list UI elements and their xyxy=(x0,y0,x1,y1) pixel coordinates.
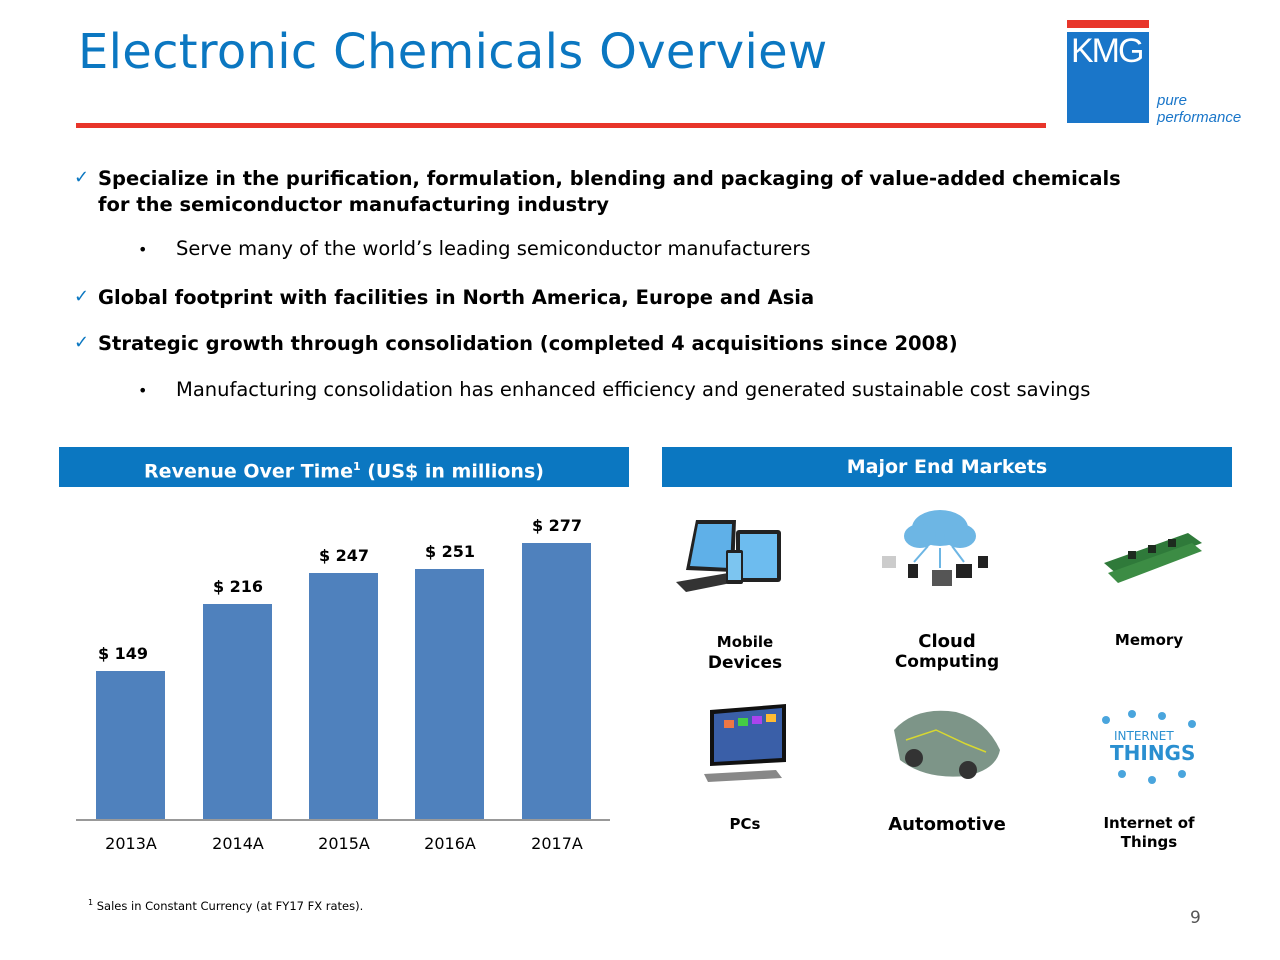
check-icon: ✓ xyxy=(74,286,90,307)
value-label: $ 247 xyxy=(318,546,370,565)
x-tick-label: 2017A xyxy=(531,834,583,853)
label-line1: Cloud xyxy=(918,631,976,652)
mobile-devices-icon xyxy=(676,520,781,592)
market-label-automotive: Automotive xyxy=(867,814,1027,835)
x-tick-label: 2016A xyxy=(424,834,476,853)
pc-icon xyxy=(704,704,786,782)
market-label-iot: Internet of Things xyxy=(1069,814,1229,852)
x-tick-label: 2013A xyxy=(105,834,157,853)
sub-bullet-1: Serve many of the world’s leading semico… xyxy=(176,237,811,260)
sub-bullet-2: Manufacturing consolidation has enhanced… xyxy=(176,378,1091,401)
x-tick-label: 2015A xyxy=(318,834,370,853)
automotive-icon xyxy=(894,710,1000,779)
bar-2017 xyxy=(522,543,591,819)
market-label-mobile-devices: Mobile Devices xyxy=(665,632,825,674)
bullet-dot-icon: • xyxy=(138,240,148,259)
internet-of-things-icon: INTERNET THINGS xyxy=(1102,710,1196,784)
revenue-header-text: Revenue Over Time xyxy=(144,460,353,483)
svg-text:THINGS: THINGS xyxy=(1110,741,1195,765)
value-label: $ 251 xyxy=(424,542,476,561)
tagline-line2: performance xyxy=(1157,109,1242,126)
footnote-marker: 1 xyxy=(352,460,361,473)
logo-tagline: pure performance xyxy=(1157,92,1241,126)
title-divider xyxy=(76,123,1046,128)
revenue-panel-header: Revenue Over Time1 (US$ in millions) xyxy=(59,447,629,487)
svg-text:INTERNET: INTERNET xyxy=(1114,729,1174,743)
x-tick-label: 2014A xyxy=(212,834,264,853)
bullet-1-line2: for the semiconductor manufacturing indu… xyxy=(98,193,609,216)
tagline-line1: pure xyxy=(1157,92,1188,109)
label-line2: Computing xyxy=(894,652,1000,672)
footnote-marker: 1 xyxy=(88,898,94,907)
value-label: $ 277 xyxy=(531,516,583,535)
cloud-computing-icon xyxy=(882,510,988,586)
check-icon: ✓ xyxy=(74,332,90,353)
kmg-logo: KMG xyxy=(1067,32,1149,123)
page-title: Electronic Chemicals Overview xyxy=(78,24,828,80)
markets-panel-header: Major End Markets xyxy=(662,447,1232,487)
label-line1: PCs xyxy=(729,815,761,833)
memory-module-icon xyxy=(1104,533,1202,583)
bullet-dot-icon: • xyxy=(138,381,148,400)
footnote: 1 Sales in Constant Currency (at FY17 FX… xyxy=(88,898,363,913)
footnote-text: Sales in Constant Currency (at FY17 FX r… xyxy=(93,898,364,913)
label-line2: Things xyxy=(1120,833,1178,851)
market-label-memory: Memory xyxy=(1069,630,1229,651)
label-line1: Automotive xyxy=(888,814,1006,835)
label-line1: Internet of xyxy=(1103,814,1195,832)
bar-2016 xyxy=(415,569,484,819)
check-icon: ✓ xyxy=(74,167,90,188)
page-number: 9 xyxy=(1190,908,1201,928)
bullet-1-line1: Specialize in the purification, formulat… xyxy=(98,167,1121,190)
bar-2013 xyxy=(96,671,165,819)
value-label: $ 216 xyxy=(212,577,264,596)
market-label-cloud-computing: Cloud Computing xyxy=(867,631,1027,673)
label-line1: Memory xyxy=(1114,631,1184,649)
x-axis-line xyxy=(76,819,610,821)
bullet-2: Global footprint with facilities in Nort… xyxy=(98,286,815,309)
market-label-pcs: PCs xyxy=(665,814,825,835)
label-line1: Mobile xyxy=(716,633,774,651)
bar-2014 xyxy=(203,604,272,819)
logo-text: KMG xyxy=(1071,32,1144,70)
label-line2: Devices xyxy=(707,653,783,673)
value-label: $ 149 xyxy=(97,644,149,663)
revenue-header-suffix: (US$ in millions) xyxy=(360,460,544,483)
bullet-3: Strategic growth through consolidation (… xyxy=(98,332,958,355)
logo-accent-bar xyxy=(1067,20,1149,28)
bar-2015 xyxy=(309,573,378,819)
